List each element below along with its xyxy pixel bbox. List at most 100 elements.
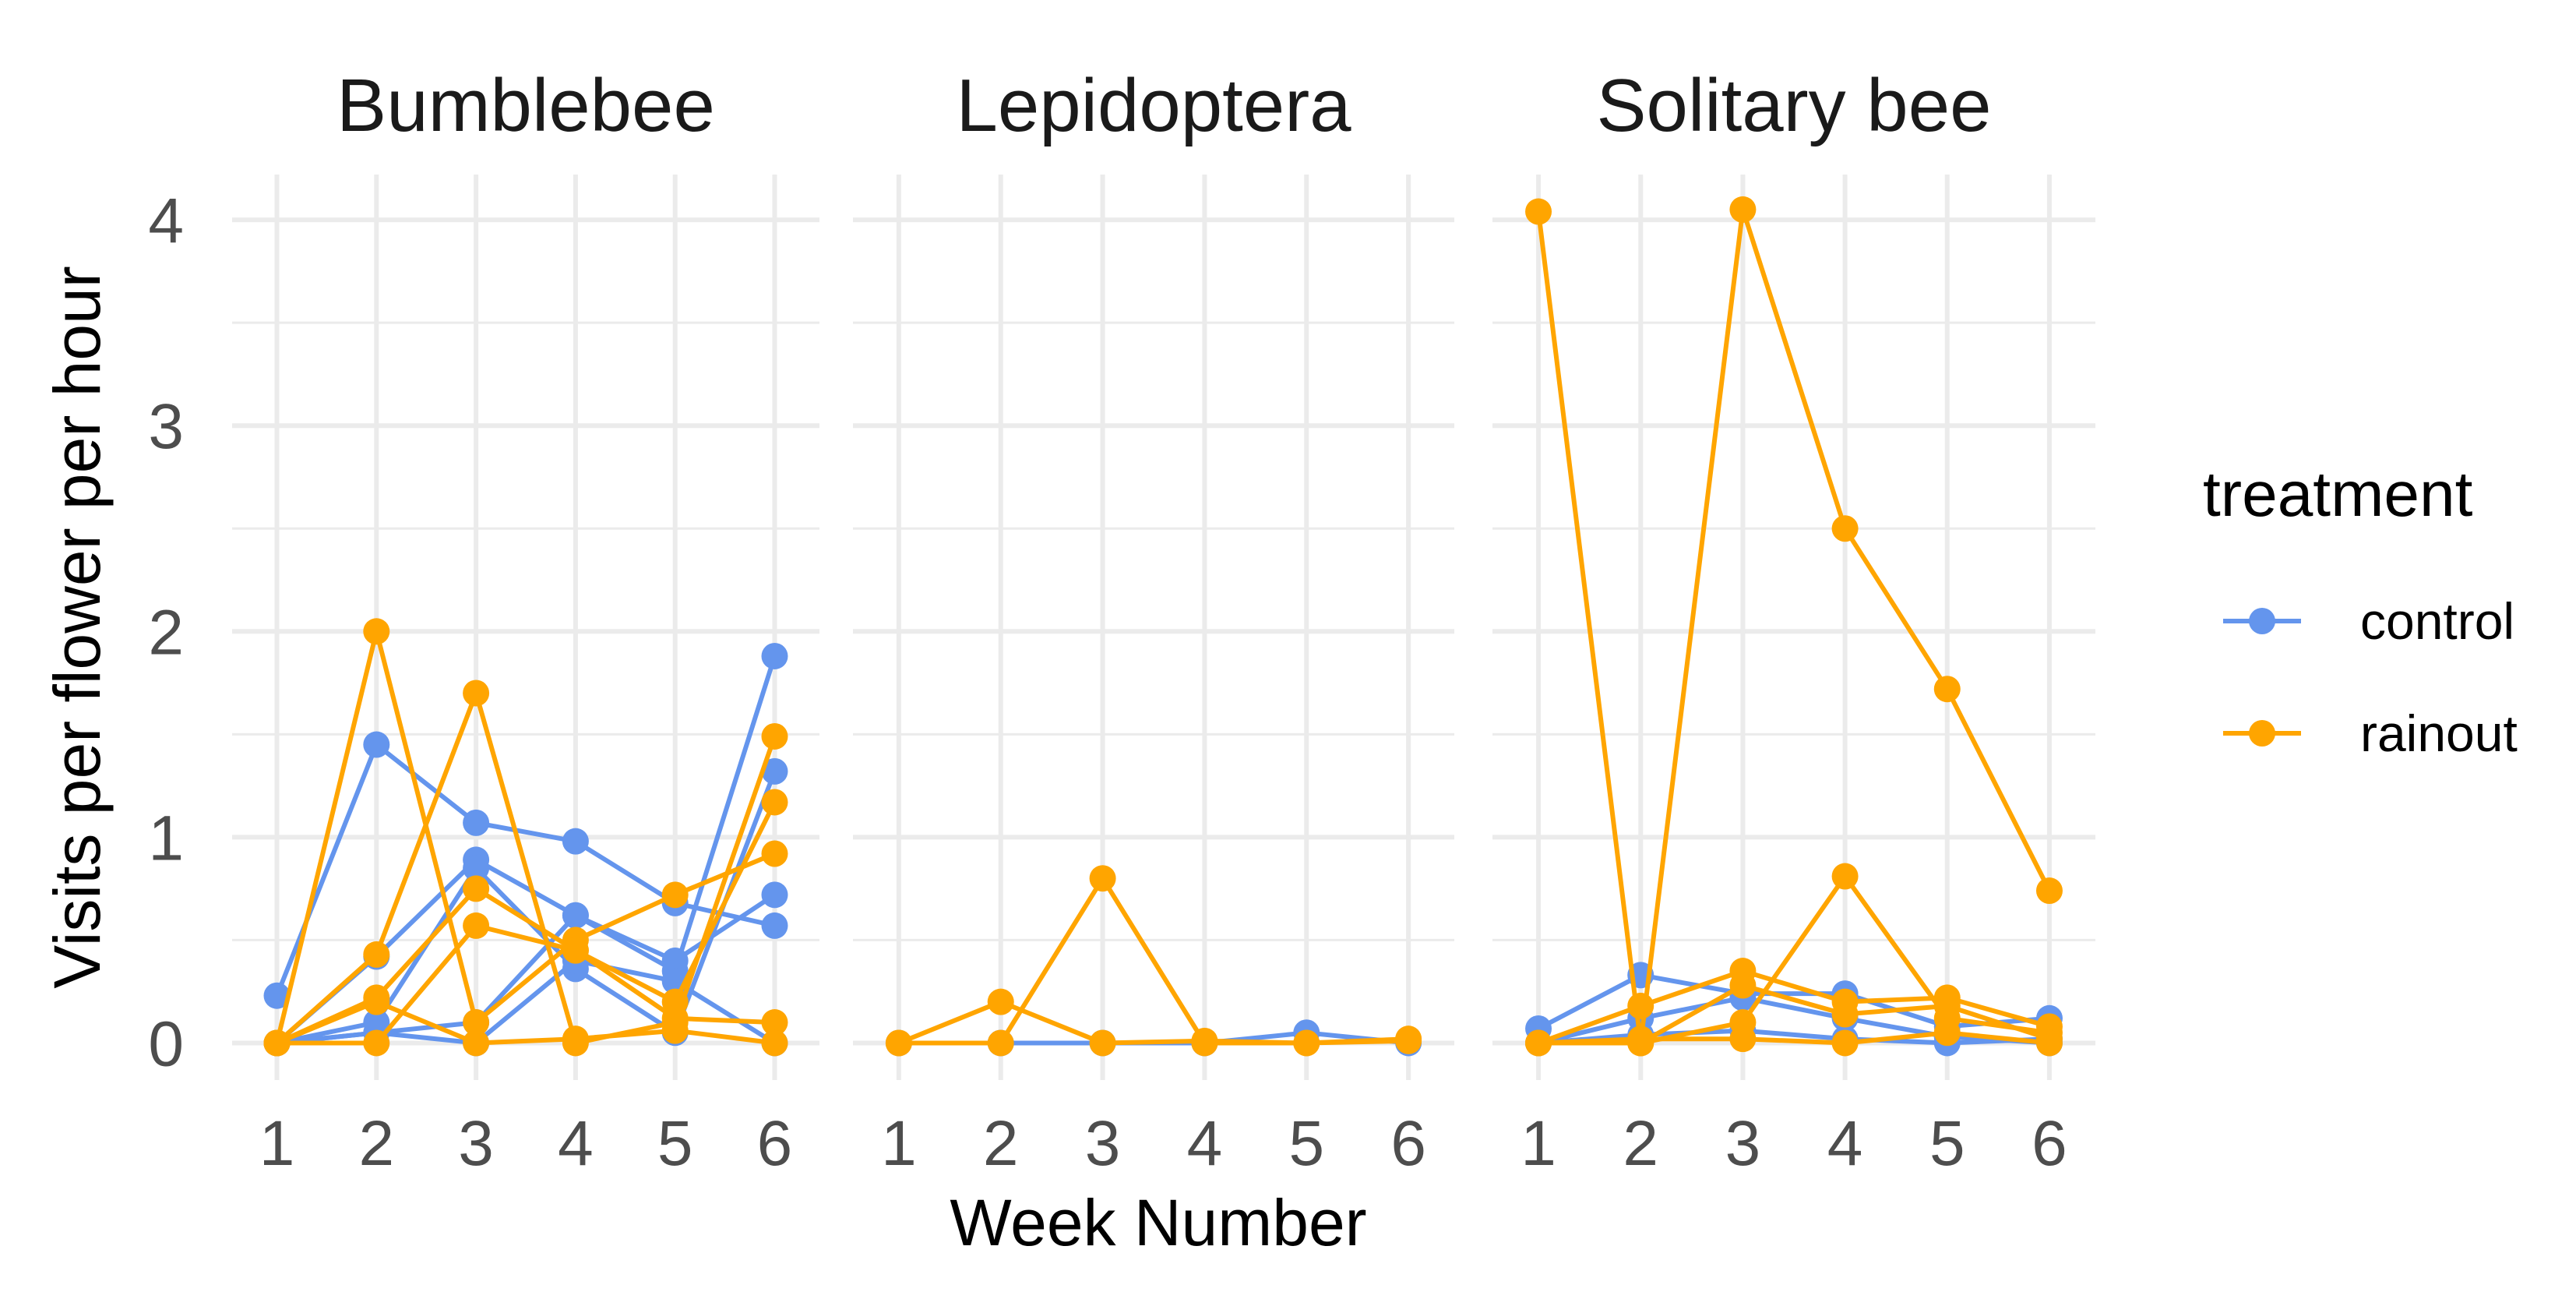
data-point <box>463 912 490 939</box>
data-point <box>463 680 490 707</box>
data-point <box>1191 1029 1218 1057</box>
series-line <box>276 999 775 1046</box>
data-point <box>363 731 390 758</box>
data-point <box>761 1029 788 1057</box>
series-line <box>898 876 1409 1046</box>
series-line <box>274 742 776 997</box>
data-point <box>263 982 291 1009</box>
series-line <box>274 629 776 1044</box>
legend-key-point <box>2249 608 2275 634</box>
series-line <box>1538 995 2050 1046</box>
y-tick-label: 1 <box>148 803 184 874</box>
x-tick-label: 5 <box>657 1108 693 1179</box>
data-point <box>1627 992 1654 1019</box>
series-line <box>277 923 775 1046</box>
x-tick-label: 3 <box>1725 1108 1761 1179</box>
facet-title: Lepidoptera <box>956 64 1351 147</box>
legend-label: rainout <box>2360 704 2518 762</box>
data-point <box>562 1025 589 1053</box>
series-line <box>276 801 777 1046</box>
data-point <box>1933 992 1961 1019</box>
data-point <box>761 642 788 669</box>
series-line <box>1536 207 2052 1046</box>
data-point <box>761 722 788 750</box>
data-point <box>1933 1019 1961 1047</box>
y-axis-title: Visits per flower per hour <box>41 266 114 989</box>
x-tick-label: 1 <box>259 1108 295 1179</box>
data-point <box>1395 1027 1422 1054</box>
data-point <box>562 902 589 929</box>
data-point <box>562 828 589 855</box>
series-line <box>1538 983 2050 1046</box>
data-point <box>987 1029 1014 1057</box>
facet-panel-lepidoptera: Lepidoptera 1 2 3 4 5 6 <box>853 64 1454 1179</box>
data-point <box>363 618 390 645</box>
data-point <box>1933 676 1961 703</box>
data-point <box>761 912 788 939</box>
x-tick-label: 4 <box>1187 1108 1223 1179</box>
data-point <box>463 875 490 902</box>
y-tick-label: 3 <box>148 391 184 462</box>
data-point <box>761 789 788 816</box>
series-line <box>1537 969 2050 1046</box>
data-point <box>1089 865 1116 892</box>
data-point <box>661 1017 689 1044</box>
x-tick-label: 2 <box>1623 1108 1658 1179</box>
series-line <box>1537 973 2050 1031</box>
data-point <box>263 1029 291 1057</box>
y-tick-label: 2 <box>148 597 184 668</box>
y-tick-label: 4 <box>148 185 184 256</box>
data-point <box>363 988 390 1015</box>
data-point <box>661 947 689 974</box>
x-tick-label: 2 <box>983 1108 1019 1179</box>
x-tick-label: 5 <box>1929 1108 1965 1179</box>
x-tick-label: 6 <box>1390 1108 1426 1179</box>
data-point <box>1831 1029 1859 1057</box>
data-point <box>2035 877 2063 905</box>
data-point <box>761 840 788 867</box>
x-tick-label: 3 <box>458 1108 494 1179</box>
data-point <box>463 1009 490 1036</box>
legend: treatment control rainout <box>2203 459 2518 762</box>
data-point <box>987 988 1014 1015</box>
data-point <box>885 1029 912 1057</box>
data-point <box>1831 515 1859 542</box>
facet-title: Solitary bee <box>1597 64 1992 147</box>
data-point <box>562 937 589 964</box>
data-point <box>1627 1025 1654 1053</box>
data-point <box>1729 972 1757 999</box>
x-tick-label: 5 <box>1288 1108 1324 1179</box>
series-line <box>275 690 777 1046</box>
series-rainout <box>263 988 788 1057</box>
data-point <box>1831 863 1859 890</box>
data-point <box>1293 1029 1320 1057</box>
x-tick-label: 1 <box>881 1108 917 1179</box>
series-line <box>1538 1028 2050 1046</box>
legend-item-rainout: rainout <box>2223 704 2518 762</box>
x-tick-label: 1 <box>1521 1108 1556 1179</box>
data-point <box>463 1029 490 1057</box>
facet-panel-solitary-bee: Solitary bee 1 2 3 4 5 6 <box>1492 64 2095 1179</box>
data-point <box>761 1009 788 1036</box>
legend-title: treatment <box>2203 459 2473 530</box>
x-tick-label: 2 <box>359 1108 395 1179</box>
data-point <box>761 881 788 909</box>
facet-title: Bumblebee <box>337 64 715 147</box>
x-tick-label: 4 <box>558 1108 594 1179</box>
data-point <box>363 941 390 968</box>
data-point <box>1729 196 1757 223</box>
data-point <box>1089 1029 1116 1057</box>
data-point <box>463 854 490 881</box>
series-line <box>1538 1030 2050 1046</box>
legend-entries: control rainout <box>2223 592 2518 762</box>
legend-item-control: control <box>2223 592 2514 650</box>
data-point <box>463 809 490 836</box>
data-point <box>661 881 689 909</box>
data-point <box>1831 1001 1859 1028</box>
data-point <box>363 1029 390 1057</box>
x-axis-title: Week Number <box>950 1186 1366 1259</box>
data-point <box>2035 1029 2063 1057</box>
series-rainout <box>1525 196 2063 1057</box>
